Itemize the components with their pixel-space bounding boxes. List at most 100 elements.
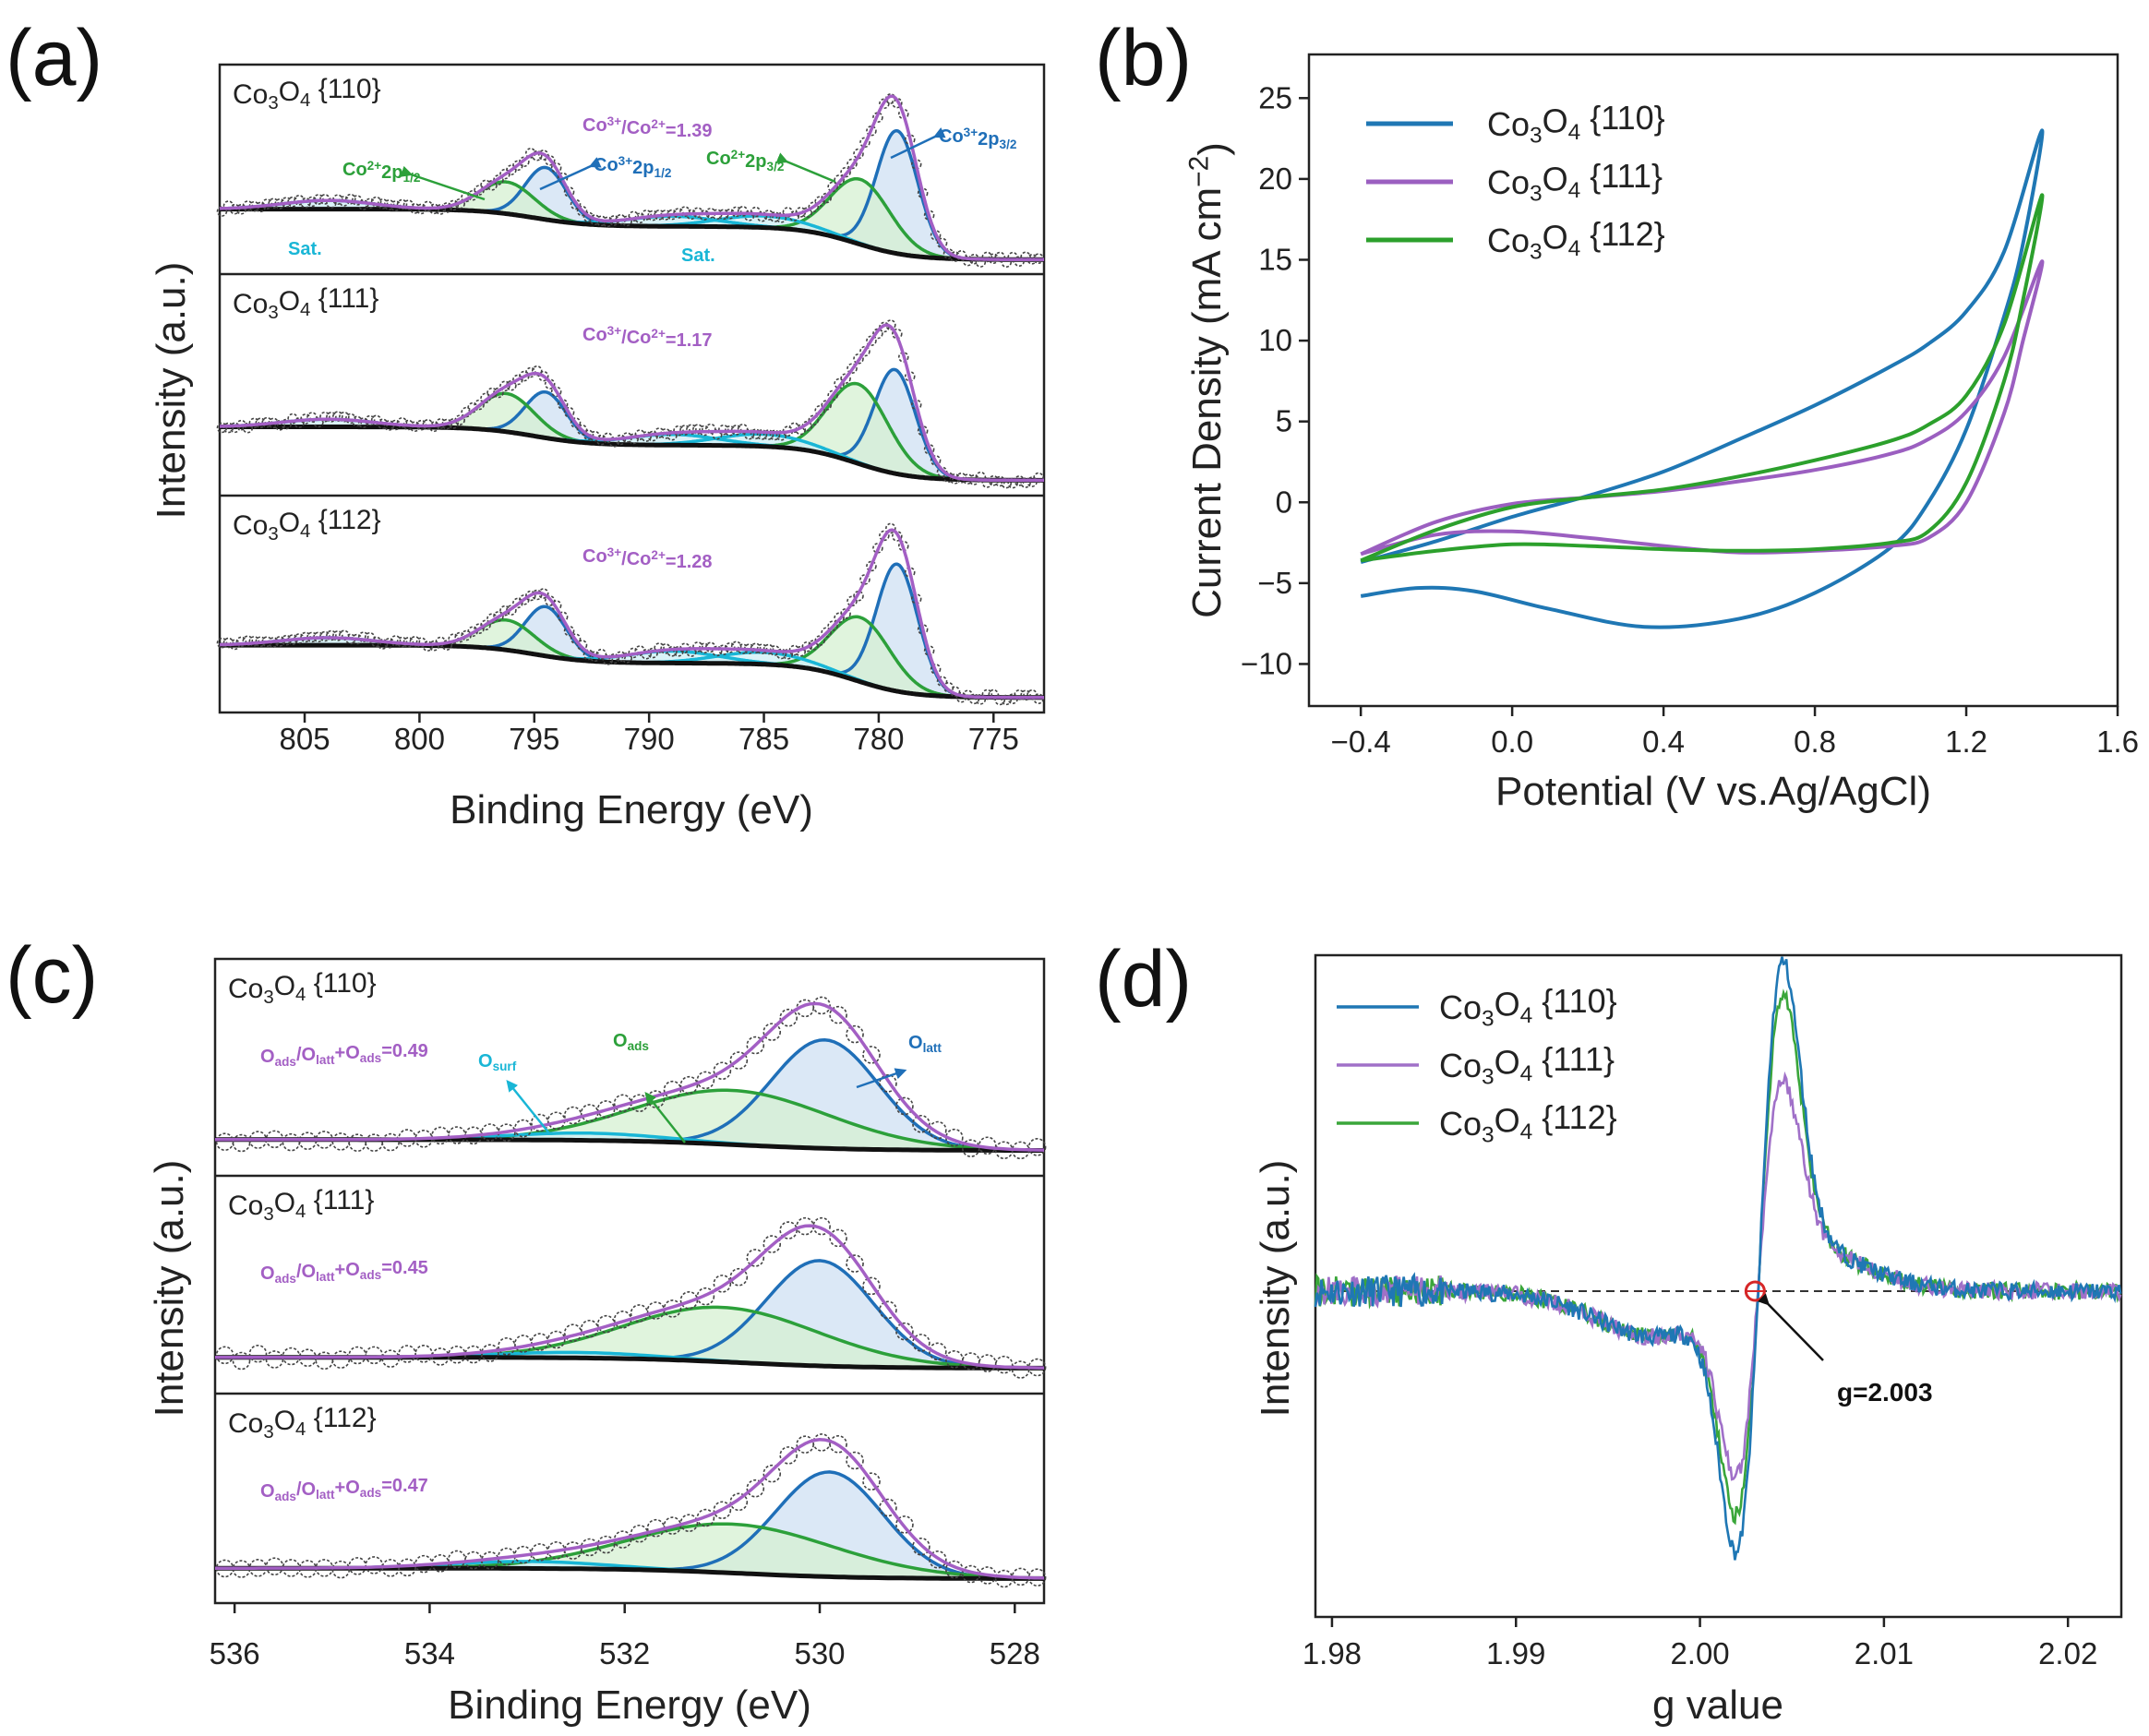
data-point <box>621 652 633 664</box>
panel-b-ylabel: Current Density (mA cm−2) <box>1184 142 1236 618</box>
panel-b-cv: −0.4 0.0 0.4 0.8 1.2 1.6 −10 −5 0 5 10 15 20 25 Co3O4 … <box>1241 53 2139 759</box>
label-co3-2p12: Co3+2p1/2 <box>594 154 672 180</box>
plot-frame <box>213 957 1046 1605</box>
x-tick-label: 0.8 <box>1794 724 1836 759</box>
subpanel-title: Co3O4 {112} <box>233 505 381 545</box>
data-point <box>975 693 987 705</box>
data-point <box>390 635 402 646</box>
subpanel <box>215 1433 1047 1588</box>
data-point <box>679 1514 699 1533</box>
data-point <box>779 1008 798 1027</box>
data-point <box>756 429 768 440</box>
data-point <box>879 1300 897 1320</box>
y-tick-label: 20 <box>1258 162 1292 196</box>
legend-label: Co3O4 {111} <box>1487 157 1663 206</box>
data-point <box>666 429 678 441</box>
epr-curve-series-1 <box>1314 1071 2122 1481</box>
data-point <box>808 414 820 426</box>
ratio-label: Oads/Olatt+Oads=0.45 <box>260 1258 428 1286</box>
panel-a-xlabel: Binding Energy (eV) <box>450 787 813 832</box>
label-sat-1: Sat. <box>288 239 322 259</box>
background-line <box>220 642 1044 700</box>
data-point <box>537 370 549 382</box>
data-point <box>1027 1568 1047 1586</box>
panel-a-xps-co2p: Co3O4 {110} Co3+/Co2+=1.39 Co3O4 {111} Co3+… <box>216 63 1046 756</box>
panel-a-ylabel: Intensity (a.u.) <box>149 262 194 520</box>
x-tick-label: 2.02 <box>2038 1636 2097 1670</box>
data-point <box>215 1132 234 1151</box>
data-point <box>679 425 690 436</box>
data-point <box>692 424 703 435</box>
data-point <box>365 1133 384 1152</box>
data-point <box>274 419 285 431</box>
data-point <box>613 1530 632 1549</box>
data-point <box>216 206 228 217</box>
data-point <box>994 251 1006 263</box>
data-point <box>750 428 762 440</box>
x-tick-label: 800 <box>394 722 445 756</box>
label-co2-2p12: Co2+2p1/2 <box>342 159 421 185</box>
data-point <box>679 206 690 217</box>
data-point <box>975 257 987 268</box>
data-point <box>679 1075 699 1095</box>
y-tick-label: −5 <box>1257 566 1292 600</box>
data-point <box>827 389 838 401</box>
data-point <box>912 1334 930 1352</box>
data-point <box>357 199 369 210</box>
data-point <box>344 193 356 205</box>
legend-label: Co3O4 {112} <box>1487 215 1665 264</box>
data-point <box>859 345 870 357</box>
data-point <box>396 198 408 210</box>
x-tick-label: 790 <box>624 722 675 756</box>
data-point <box>537 150 549 161</box>
data-point <box>769 429 781 441</box>
component-fill <box>215 1090 1044 1151</box>
g-value-label: g=2.003 <box>1837 1378 1933 1407</box>
y-tick-label: 15 <box>1258 242 1292 276</box>
envelope-line <box>215 1001 1044 1152</box>
data-point <box>711 428 723 440</box>
x-tick-label: 0.0 <box>1491 724 1533 759</box>
epr-curve-series-0 <box>1314 956 2122 1561</box>
component-fill <box>215 1524 1044 1579</box>
y-tick-label: 25 <box>1258 80 1292 114</box>
data-point <box>779 1221 798 1239</box>
data-point <box>512 597 523 609</box>
data-point <box>762 1464 782 1483</box>
data-point <box>746 1036 765 1055</box>
data-point <box>422 200 434 212</box>
data-point <box>313 416 324 428</box>
data-point <box>673 646 684 657</box>
component-fill <box>215 1307 1044 1369</box>
ratio-label: Oads/Olatt+Oads=0.49 <box>260 1041 428 1069</box>
data-point <box>493 611 504 622</box>
subpanel-title: Co3O4 {111} <box>228 1185 374 1225</box>
x-tick-label: 775 <box>968 722 1019 756</box>
data-point <box>1020 251 1031 263</box>
data-point <box>812 996 831 1015</box>
data-point <box>711 645 723 657</box>
data-point <box>840 608 851 619</box>
data-point <box>563 625 575 637</box>
component-fill <box>220 564 1044 698</box>
data-point <box>827 620 838 631</box>
data-point <box>840 373 851 384</box>
data-point <box>808 201 820 213</box>
data-point <box>814 196 826 207</box>
data-point <box>654 642 665 653</box>
data-point <box>743 210 755 221</box>
panel-c-xps-o1s: Co3O4 {110} Oads/Olatt+Oads=0.49 Co3O4 {11… <box>210 957 1047 1670</box>
panel-d-epr: 1.98 1.99 2.00 2.01 2.02 Co3O4 {110} Co3O4 {11… <box>1303 953 2123 1670</box>
panel-d-ylabel: Intensity (a.u.) <box>1253 1160 1298 1418</box>
data-point <box>331 1132 351 1151</box>
data-point <box>634 645 646 656</box>
data-point <box>608 652 620 664</box>
data-point <box>730 206 742 218</box>
data-point <box>775 648 787 660</box>
data-point <box>929 1550 947 1569</box>
x-tick-label: 780 <box>853 722 904 756</box>
x-tick-label: 1.99 <box>1486 1636 1545 1670</box>
data-point <box>663 1299 682 1318</box>
data-point <box>348 1133 367 1152</box>
data-point <box>762 429 774 440</box>
